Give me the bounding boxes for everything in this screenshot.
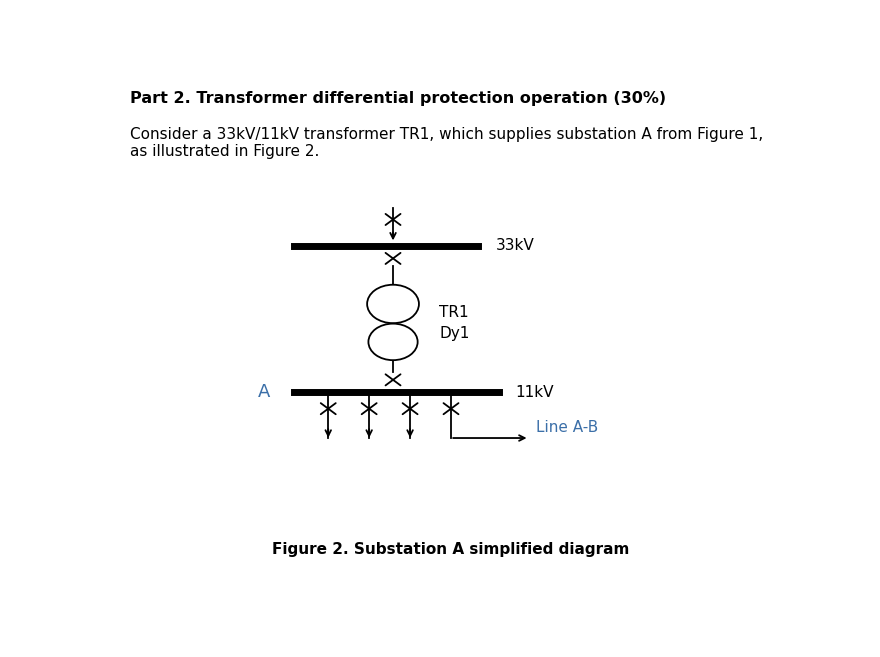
Text: Consider a 33kV/11kV transformer TR1, which supplies substation A from Figure 1,: Consider a 33kV/11kV transformer TR1, wh… — [130, 127, 764, 159]
Text: Figure 2. Substation A simplified diagram: Figure 2. Substation A simplified diagra… — [272, 542, 630, 557]
Text: A: A — [258, 384, 270, 401]
Text: 11kV: 11kV — [516, 385, 554, 400]
Text: TR1: TR1 — [439, 306, 469, 321]
Text: 33kV: 33kV — [495, 238, 534, 254]
Circle shape — [369, 324, 418, 360]
Circle shape — [367, 284, 419, 323]
Text: Dy1: Dy1 — [439, 326, 470, 340]
Text: Part 2. Transformer differential protection operation (30%): Part 2. Transformer differential protect… — [130, 91, 666, 106]
Text: Line A-B: Line A-B — [536, 420, 598, 436]
